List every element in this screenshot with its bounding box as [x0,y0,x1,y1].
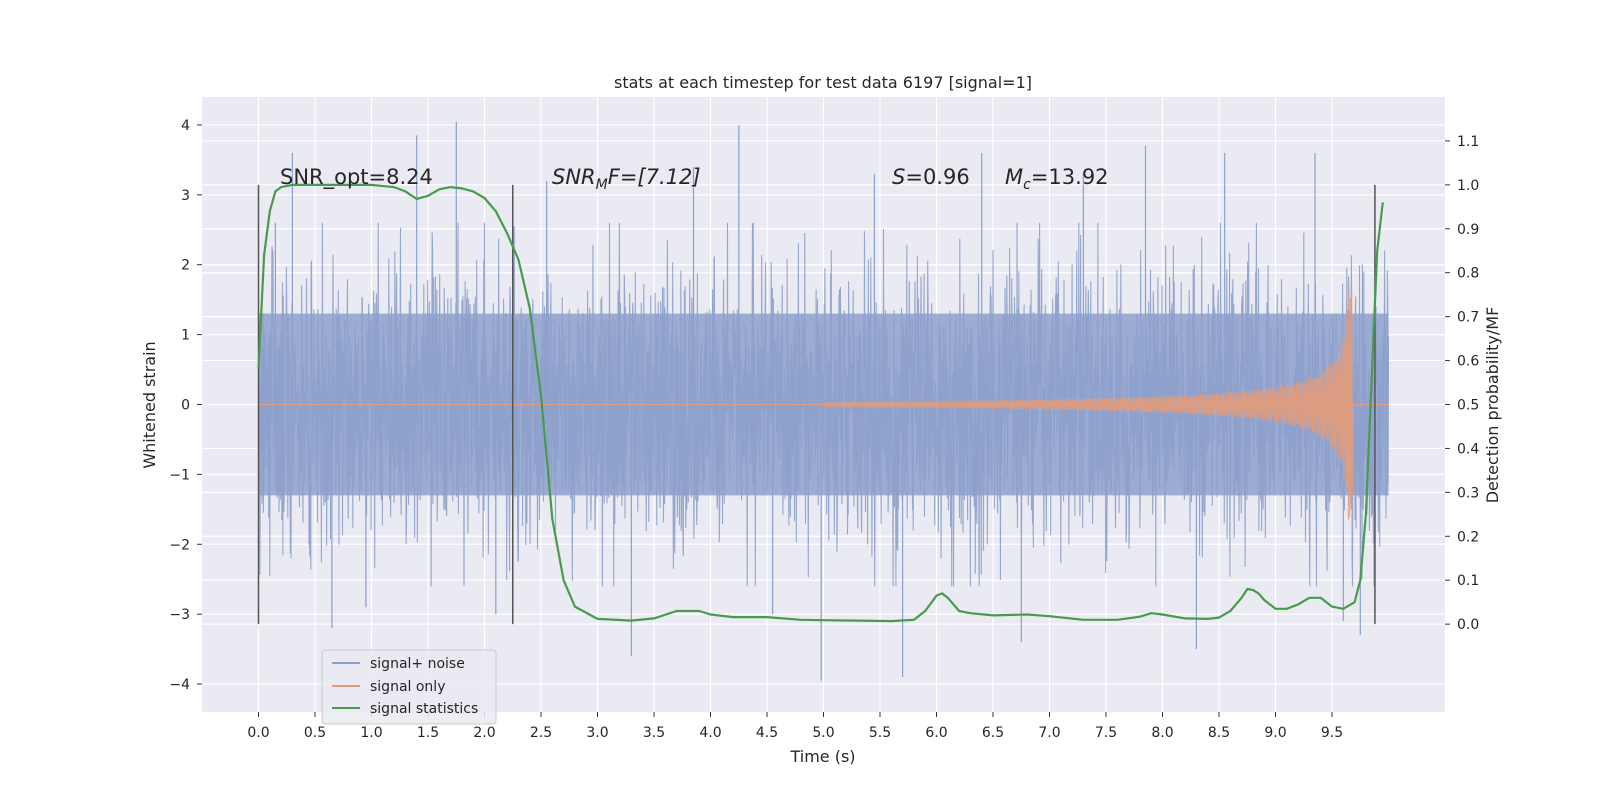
y-tick-label: 4 [181,118,190,134]
y-right-tick-label: 0.5 [1457,398,1479,414]
x-tick-label: 6.0 [925,725,947,741]
x-tick-label: 1.5 [417,725,439,741]
annotation-s-value: =0.96 [905,165,969,189]
legend: signal+ noise signal only signal statist… [321,649,497,725]
x-tick-label: 4.0 [699,725,721,741]
y-tick-label: 0 [181,398,190,414]
signal-statistics-line [257,183,1384,623]
legend-box [321,649,497,725]
annotation-snr-mf-rest: F=[7.12] [608,165,701,189]
x-tick-label: 7.0 [1038,725,1060,741]
annotation-s: S=0.96 [892,165,970,189]
y-tick-label: −3 [169,607,190,623]
y-right-tick-label: 1.1 [1457,134,1479,150]
x-tick-label: 9.0 [1264,725,1286,741]
y-tick-label: 1 [181,328,190,344]
y-right-tick-label: 0.4 [1457,441,1479,457]
y-right-tick-label: 0.6 [1457,354,1479,370]
y-right-tick-label: 0.9 [1457,222,1479,238]
x-tick-label: 3.5 [643,725,665,741]
x-axis-label: Time (s) [789,747,855,766]
x-tick-label: 4.5 [756,725,778,741]
annotation-s-sym: S [892,165,905,189]
y-axis-label-right: Detection probability/MF [1483,307,1502,504]
y-tick-label: 3 [181,188,190,204]
tick-labels: 0.0 0.5 1.0 1.5 2.0 2.5 3.0 3.5 4.0 4.5 5.0 5.5 6.0 6… [169,118,1479,741]
x-tick-label: 5.5 [869,725,891,741]
x-tick-label: 1.0 [360,725,382,741]
signal-chirp [823,286,1354,521]
annotation-snr-mf: SNRMF=[7.12] [552,165,701,193]
x-tick-label: 2.5 [530,725,552,741]
y-right-tick-label: 0.1 [1457,573,1479,589]
x-tick-label: 9.5 [1321,725,1343,741]
x-tick-label: 5.0 [812,725,834,741]
y-tick-label: −4 [169,677,190,693]
annotation-mc: Mc=13.92 [1005,165,1109,193]
series-signal-statistics [257,183,1384,623]
x-tick-label: 0.0 [247,725,269,741]
annotation-mc-sym: M [1005,165,1023,189]
legend-label-signal-noise: signal+ noise [370,656,465,672]
annotation-mc-value: =13.92 [1031,165,1109,189]
x-tick-label: 6.5 [982,725,1004,741]
x-tick-label: 0.5 [304,725,326,741]
chart-title: stats at each timestep for test data 619… [614,73,1032,92]
y-tick-label: 2 [181,258,190,274]
x-tick-label: 8.5 [1208,725,1230,741]
annotation-snr-mf-sub: M [596,177,608,193]
annotation-mc-sub: c [1023,177,1031,193]
y-tick-label: −1 [169,467,190,483]
x-tick-label: 7.5 [1095,725,1117,741]
y-right-tick-label: 0.3 [1457,485,1479,501]
y-axis-label: Whitened strain [140,341,159,468]
x-tick-label: 8.0 [1151,725,1173,741]
legend-label-signal-only: signal only [370,679,445,695]
vertical-markers [257,184,1376,625]
y-tick-label: −2 [169,537,190,553]
y-right-tick-label: 0.8 [1457,266,1479,282]
y-right-tick-label: 0.0 [1457,617,1479,633]
noise-spikes [274,121,1361,681]
x-tick-label: 2.0 [473,725,495,741]
annotation-snr-mf-base: SNR [552,165,596,189]
legend-label-signal-statistics: signal statistics [370,701,478,717]
annotation-snr-opt: SNR_opt=8.24 [280,165,433,190]
y-right-tick-label: 0.7 [1457,310,1479,326]
y-right-tick-label: 1.0 [1457,178,1479,194]
x-tick-label: 3.0 [586,725,608,741]
y-right-tick-label: 0.2 [1457,529,1479,545]
